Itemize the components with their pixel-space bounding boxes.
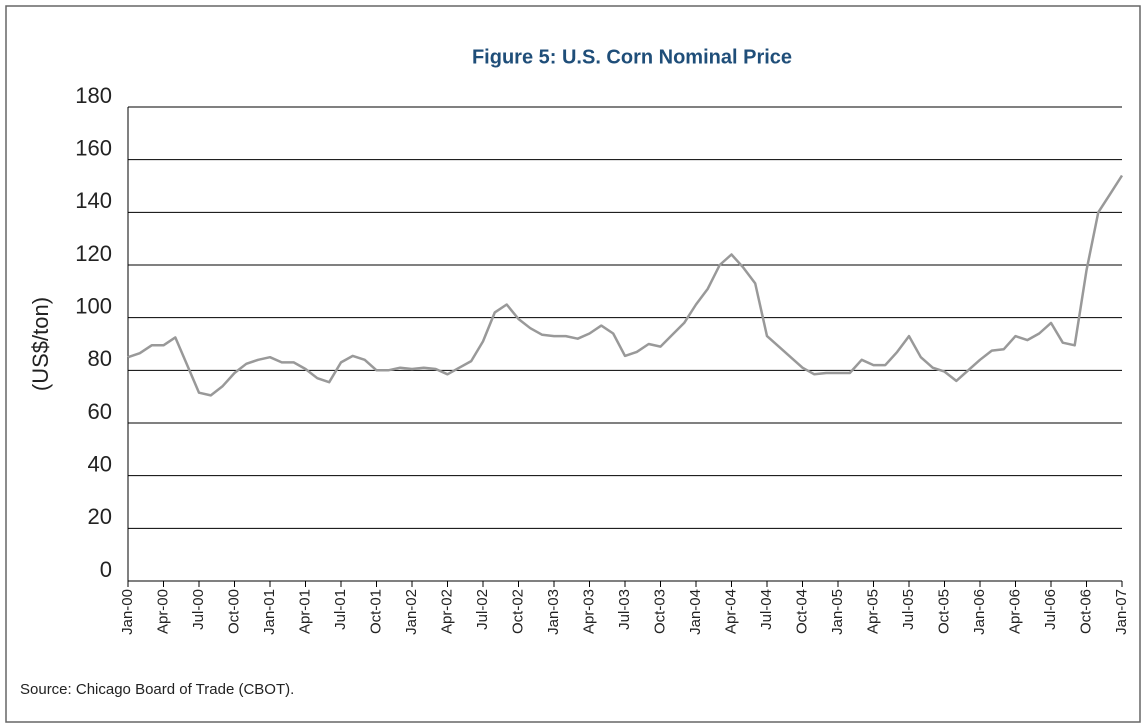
x-tick-label: Jan-04 [687, 589, 704, 635]
x-tick-label: Oct-00 [225, 589, 242, 634]
x-tick-label: Jan-02 [403, 589, 420, 635]
x-tick-label: Jul-03 [616, 589, 633, 630]
x-tick-label: Apr-05 [864, 589, 881, 634]
x-tick-label: Apr-03 [580, 589, 597, 634]
x-tick-label: Jan-03 [545, 589, 562, 635]
y-tick-label: 0 [100, 557, 112, 582]
x-tick-label: Jan-07 [1113, 589, 1130, 635]
y-tick-label: 60 [88, 399, 112, 424]
x-tick-label: Jul-02 [474, 589, 491, 630]
x-tick-label: Apr-02 [438, 589, 455, 634]
y-tick-label: 140 [75, 188, 112, 213]
x-tick-label: Jan-05 [829, 589, 846, 635]
x-tick-label: Oct-05 [935, 589, 952, 634]
source-note: Source: Chicago Board of Trade (CBOT). [20, 681, 294, 698]
x-tick-label: Apr-06 [1006, 589, 1023, 634]
x-tick-label: Jan-01 [261, 589, 278, 635]
x-tick-label: Oct-06 [1077, 589, 1094, 634]
x-tick-label: Apr-04 [722, 589, 739, 634]
x-tick-label: Oct-01 [367, 589, 384, 634]
x-tick-label: Jan-06 [971, 589, 988, 635]
chart-title: Figure 5: U.S. Corn Nominal Price [472, 46, 792, 68]
x-tick-label: Jul-00 [190, 589, 207, 630]
x-tick-label: Jul-05 [900, 589, 917, 630]
y-tick-label: 160 [75, 135, 112, 160]
x-tick-label: Oct-02 [509, 589, 526, 634]
frame [5, 5, 1141, 723]
x-tick-label: Jul-06 [1042, 589, 1059, 630]
x-tick-label: Oct-04 [793, 589, 810, 634]
y-tick-label: 80 [88, 346, 112, 371]
x-tick-label: Oct-03 [651, 589, 668, 634]
y-tick-label: 120 [75, 241, 112, 266]
price-line [127, 174, 1124, 397]
x-tick-label: Jul-04 [758, 589, 775, 630]
x-tick-label: Apr-00 [154, 589, 171, 634]
x-tick-label: Jan-00 [119, 589, 136, 635]
y-axis-label: (US$/ton) [28, 297, 53, 391]
y-tick-label: 40 [88, 451, 112, 476]
x-tick-label: Jul-01 [332, 589, 349, 630]
y-tick-label: 100 [75, 293, 112, 318]
y-tick-label: 180 [75, 83, 112, 108]
x-tick-label: Apr-01 [296, 589, 313, 634]
y-tick-label: 20 [88, 504, 112, 529]
